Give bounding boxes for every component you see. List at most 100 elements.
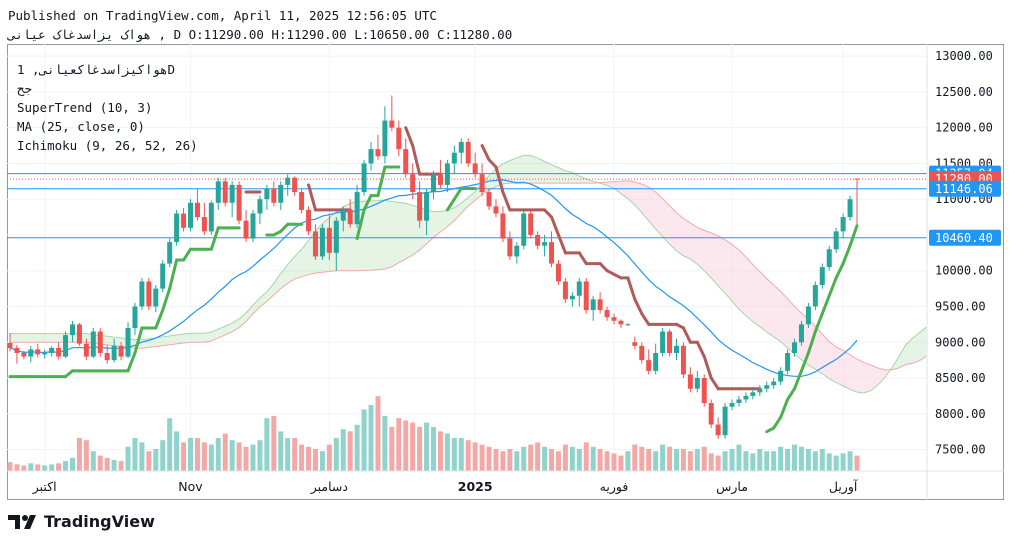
candle-body [576,281,582,296]
cloud-segment [246,304,253,322]
cloud-segment [10,333,17,343]
candle-body [410,174,416,193]
candle-body [437,174,443,185]
supertrend-segment [362,194,373,212]
cloud-segment [266,283,274,302]
cloud-segment [190,333,198,343]
candle-body [583,281,589,311]
volume-bar [21,465,27,471]
volume-bar [757,449,763,471]
volume-bar [736,444,742,471]
volume-bar [535,442,541,471]
volume-bar [576,449,582,471]
volume-bar [694,449,700,471]
legend-ma[interactable]: MA (25, close, 0) [17,119,145,134]
volume-bar [97,455,103,471]
volume-bar [611,453,617,471]
cloud-segment [759,271,767,332]
volume-bar [174,431,180,471]
tradingview-brand[interactable]: TradingView [8,511,155,531]
y-tick-label: 8000.00 [935,407,986,421]
cloud-segment [655,192,663,237]
supertrend-segment [772,415,783,430]
price-label-bg [929,180,1001,197]
candle-body [278,184,284,203]
cloud-segment [738,250,746,316]
volume-bar [340,429,346,471]
candle-body [444,163,450,185]
cloud-segment [239,312,247,328]
x-tick-label: فوریه [600,479,629,495]
cloud-segment [468,191,476,206]
legend-ichimoku[interactable]: Ichimoku (9, 26, 52, 26) [17,138,198,153]
candle-body [798,324,804,343]
cloud-segment [232,318,240,332]
candle-body [500,213,506,239]
cloud-segment [614,181,621,194]
candle-body [701,378,707,404]
candle-body [465,141,471,164]
volume-bar [472,442,478,471]
legend-supertrend[interactable]: SuperTrend (10, 3) [17,100,153,115]
price-chart[interactable]: 13000.0012500.0012000.0011500.0011000.00… [7,44,1004,500]
supertrend-segment [445,197,456,212]
volume-bar [673,449,679,471]
candle-body [750,392,756,396]
cloud-segment [398,202,406,263]
candle-body [194,202,200,218]
candle-body [160,263,166,289]
candle-body [729,403,735,407]
cloud-segment [863,362,871,393]
volume-bar [597,449,603,471]
volume-bar [604,451,610,471]
supertrend-segment [126,351,137,373]
candle-body [625,324,631,326]
volume-bar [833,455,839,471]
cloud-segment [627,180,635,205]
candle-body [28,349,34,357]
cloud-segment [107,336,115,346]
volume-bar [618,455,624,471]
candle-body [535,234,541,246]
supertrend-segment [411,144,422,176]
volume-bar [437,431,443,471]
supertrend-segment [799,351,810,373]
cloud-segment [725,239,733,302]
volume-bar [805,449,811,471]
candle-body [340,209,346,221]
cloud-segment [843,350,851,390]
volume-bar [715,455,721,471]
candle-body [49,347,55,353]
candle-body [646,360,652,371]
candle-body [805,306,811,325]
volume-bar [743,451,749,471]
supertrend-segment [161,287,172,312]
volume-bar [63,461,69,471]
candle-body [403,149,409,175]
cloud-segment [745,256,753,322]
supertrend-segment [820,294,831,316]
candle-body [299,192,305,210]
volume-bar [333,438,339,471]
cloud-segment [44,333,52,343]
candle-body [264,188,270,200]
volume-bar [118,461,124,471]
chart-frame [7,44,1004,500]
candle-body [431,174,436,193]
cloud-segment [30,333,38,343]
volume-bar [680,449,686,471]
cloud-segment [183,333,191,344]
supertrend-segment [709,376,720,391]
volume-bar [507,449,513,471]
candle-body [319,227,325,257]
volume-bar [194,438,200,471]
candles [7,95,860,439]
candle-body [208,202,214,232]
volume-bar [167,418,173,471]
volume-bar [111,460,117,471]
candle-body [153,288,159,307]
cloud-segment [384,200,392,269]
supertrend-segment [793,369,803,391]
legend-symbol: هواکیزاسدغاکعیانی, 1D [17,62,176,77]
candle-body [312,231,318,257]
